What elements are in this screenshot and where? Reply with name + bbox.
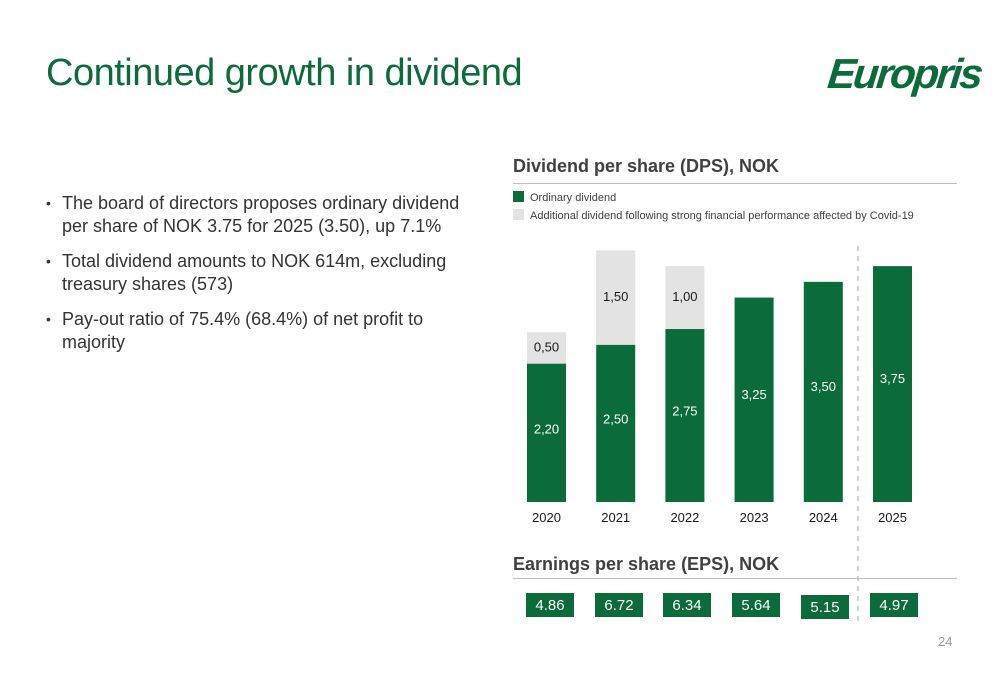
- bar-label-ordinary-2025: 3,75: [880, 371, 905, 386]
- bar-label-additional-2020: 0,50: [534, 339, 559, 354]
- x-tick-2022: 2022: [670, 510, 699, 525]
- x-tick-2020: 2020: [532, 510, 561, 525]
- bar-ordinary-2022: [665, 329, 705, 502]
- bullet-item: Pay-out ratio of 75.4% (68.4%) of net pr…: [46, 308, 466, 354]
- bar-label-ordinary-2020: 2,20: [534, 421, 559, 436]
- x-tick-2023: 2023: [740, 510, 769, 525]
- bar-ordinary-2024: [803, 281, 843, 502]
- bullet-item: Total dividend amounts to NOK 614m, excl…: [46, 250, 466, 296]
- legend-swatch-ordinary: [513, 191, 524, 202]
- x-tick-2024: 2024: [809, 510, 838, 525]
- bar-additional-2021: [596, 250, 636, 345]
- bar-ordinary-2023: [734, 297, 774, 502]
- bar-additional-2020: [527, 332, 566, 364]
- legend-swatch-additional: [513, 209, 524, 220]
- eps-value-2023: 5.64: [732, 593, 780, 617]
- bar-ordinary-2025: [873, 266, 912, 502]
- bar-ordinary-2020: [527, 363, 566, 502]
- page-title: Continued growth in dividend: [46, 52, 523, 94]
- bar-ordinary-2021: [596, 344, 636, 502]
- eps-value-2021: 6.72: [595, 593, 643, 617]
- bar-label-additional-2021: 1,50: [603, 289, 628, 304]
- x-tick-2025: 2025: [878, 510, 907, 525]
- eps-title-rule: [513, 578, 957, 579]
- bar-label-ordinary-2023: 3,25: [741, 387, 766, 402]
- bullet-item: The board of directors proposes ordinary…: [46, 192, 466, 238]
- eps-value-2020: 4.86: [526, 593, 574, 617]
- bar-label-additional-2022: 1,00: [672, 289, 697, 304]
- bullet-list: The board of directors proposes ordinary…: [46, 192, 466, 366]
- bar-additional-2022: [665, 266, 705, 330]
- legend-label-additional: Additional dividend following strong fin…: [530, 210, 914, 222]
- legend-ordinary: Ordinary dividend: [513, 191, 616, 204]
- legend-additional: Additional dividend following strong fin…: [513, 209, 914, 222]
- dps-title-rule: [513, 183, 957, 184]
- bar-label-ordinary-2024: 3,50: [811, 379, 836, 394]
- eps-value-2022: 6.34: [663, 593, 711, 617]
- x-tick-2021: 2021: [601, 510, 630, 525]
- eps-title: Earnings per share (EPS), NOK: [513, 554, 780, 574]
- legend-label-ordinary: Ordinary dividend: [530, 192, 617, 204]
- page-number: 24: [938, 634, 953, 649]
- bar-label-ordinary-2022: 2,75: [672, 403, 697, 418]
- eps-value-2024: 5.15: [801, 595, 849, 619]
- dps-chart-title: Dividend per share (DPS), NOK: [513, 156, 780, 176]
- eps-value-2025: 4.97: [870, 593, 918, 617]
- bar-label-ordinary-2021: 2,50: [603, 412, 628, 427]
